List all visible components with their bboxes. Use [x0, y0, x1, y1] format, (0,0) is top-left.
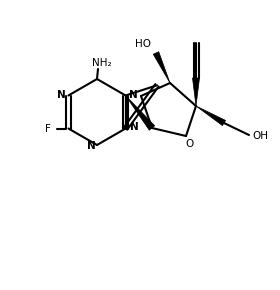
Text: N: N [57, 90, 66, 99]
Polygon shape [196, 106, 226, 126]
Text: N: N [129, 90, 138, 101]
Polygon shape [153, 52, 170, 83]
Text: OH: OH [252, 131, 268, 141]
Text: F: F [45, 124, 51, 133]
Text: N: N [87, 141, 95, 151]
Text: O: O [185, 139, 193, 149]
Polygon shape [125, 95, 155, 130]
Text: NH₂: NH₂ [92, 58, 112, 68]
Text: N: N [130, 122, 139, 133]
Polygon shape [193, 78, 199, 106]
Text: HO: HO [135, 39, 151, 49]
